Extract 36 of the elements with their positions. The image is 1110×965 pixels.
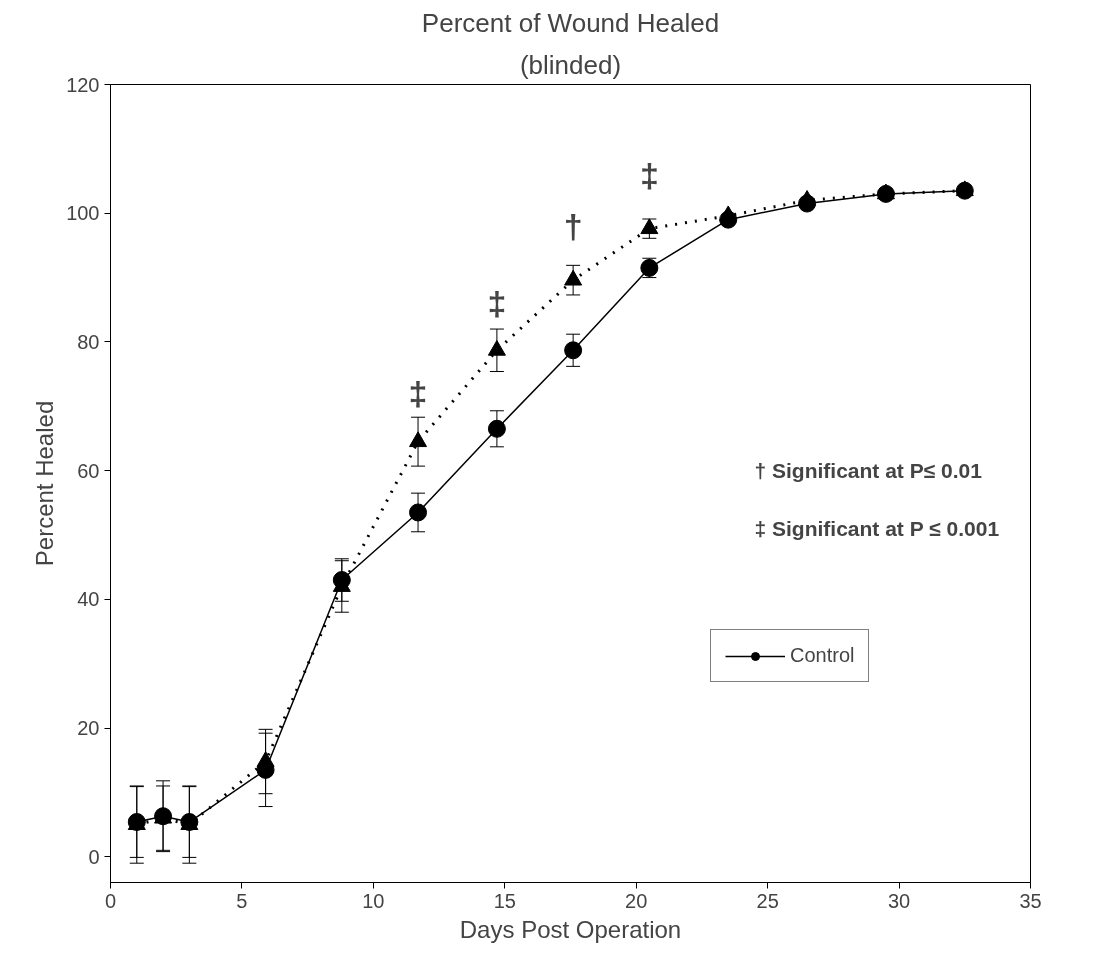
annotation: ‡ (487, 284, 507, 323)
x-axis-title: Days Post Operation (459, 915, 682, 943)
point (487, 419, 506, 438)
x-tick-label: 25 (756, 889, 779, 912)
y-axis-title: Percent Healed (31, 400, 59, 567)
point (409, 431, 428, 448)
point (487, 339, 506, 356)
y-tick-label: 60 (77, 459, 100, 482)
x-tick-label: 35 (1019, 889, 1042, 912)
annotation: ‡ (408, 374, 428, 413)
y-tick-label: 80 (77, 330, 100, 353)
y-tick-label: 0 (88, 845, 100, 868)
y-tick-label: 120 (66, 73, 100, 96)
annotation: † (563, 207, 583, 246)
x-tick-label: 5 (236, 889, 248, 912)
y-tick-label: 40 (77, 588, 100, 611)
x-tick-label: 15 (493, 889, 516, 912)
point (564, 341, 583, 360)
y-tick-label: 100 (66, 202, 100, 225)
annotation: ‡ (639, 155, 659, 194)
annotation: † Significant at P≤ 0.01 (754, 459, 983, 483)
x-tick-label: 0 (104, 889, 117, 912)
y-tick-label: 20 (77, 717, 100, 740)
x-tick-label: 20 (625, 889, 648, 912)
x-tick-label: 30 (887, 889, 911, 912)
point (798, 190, 817, 206)
legend-label: Control (790, 644, 855, 667)
point (256, 751, 275, 767)
point (719, 205, 738, 222)
point (640, 218, 659, 235)
x-tick-label: 10 (362, 889, 385, 912)
chart-title: Percent of Wound Healed (421, 7, 720, 38)
point (409, 503, 428, 522)
point (564, 269, 583, 286)
annotation: ‡ Significant at P ≤ 0.001 (754, 517, 1000, 541)
chart-subtitle: (blinded) (519, 49, 622, 80)
